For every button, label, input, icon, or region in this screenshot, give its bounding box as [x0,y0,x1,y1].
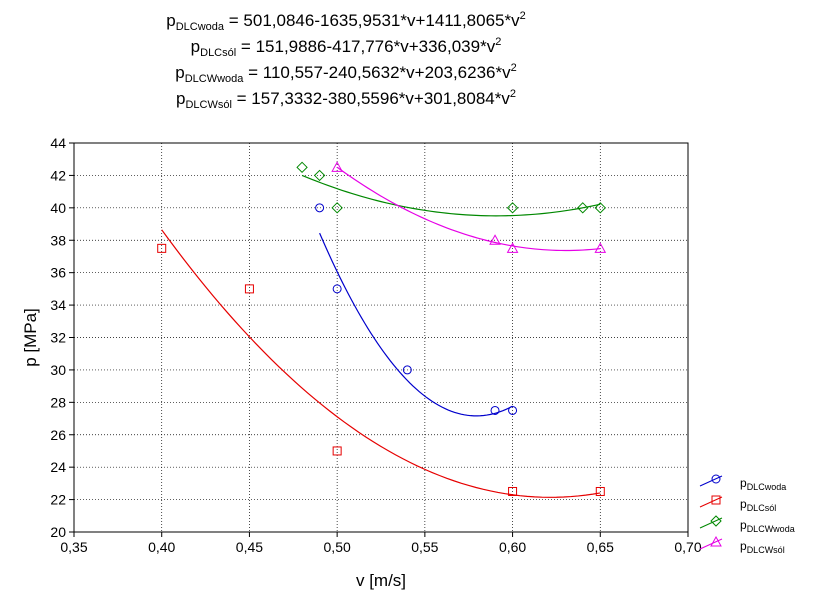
grid [74,143,688,532]
x-tick-label: 0,65 [587,539,614,555]
legend-entry: pDLCsól [699,495,776,513]
data-point-dlcwwoda [331,202,343,214]
legend-label: pDLCwoda [740,476,786,492]
legend-line [699,475,723,487]
x-tick-label: 0,50 [324,539,351,555]
data-point-dlcsól [332,446,342,456]
y-tick-label: 28 [50,394,66,410]
data-point-dlcwsól [489,234,501,245]
data-point-dlcwoda [490,405,500,415]
y-tick-label: 32 [50,330,66,346]
fit-curve-dlcwsól [336,166,601,252]
legend-label: pDLCWwoda [740,518,795,534]
y-tick-label: 42 [50,167,66,183]
data-point-dlcwwoda [506,202,519,214]
data-point-dlcwsól [594,242,607,253]
ticks: 0,35 0,40 0,45 0,50 0,55 0,60 0,65 0,70 20 22 24 26… [50,135,701,555]
legend-entry: pDLCWsól [699,535,785,555]
legend-marker [711,474,721,484]
y-tick-label: 30 [50,362,66,378]
fit-curve-dlcsól [161,229,601,498]
data-point-dlcsól [508,486,518,496]
legend-label: pDLCsól [740,497,776,513]
equation-3: pDLCWwoda = 110,557-240,5632*v+203,6236*… [175,62,516,85]
x-tick-label: 0,45 [236,539,263,555]
y-tick-label: 20 [50,524,66,540]
y-tick-label: 44 [50,135,66,151]
legend-marker [710,535,722,547]
y-tick-label: 34 [50,297,66,313]
x-tick-label: 0,35 [60,539,87,555]
data-point-dlcwwoda [577,202,589,214]
equation-2: pDLCsól = 151,9886-417,776*v+336,039*v2 [191,36,502,59]
legend-line [699,517,723,529]
legend-marker [710,515,722,527]
y-tick-label: 22 [50,492,66,508]
data-point-dlcwoda [508,405,518,415]
equation-4: pDLCWsól = 157,3332-380,5596*v+301,8084*… [176,88,516,111]
y-axis-label: p [MPa] [21,308,40,367]
y-tick-label: 38 [50,232,66,248]
fit-curves [161,166,601,498]
x-tick-label: 0,40 [148,539,175,555]
legend-line [699,496,723,508]
data-point-dlcwwoda [313,169,326,182]
data-point-dlcsól [595,486,605,496]
legend-entry: pDLCwoda [699,474,786,492]
data-point-dlcwoda [315,203,325,213]
x-axis-label: v [m/s] [356,571,406,590]
data-point-dlcwwoda [296,161,308,174]
y-tick-label: 26 [50,427,66,443]
data-point-dlcsól [157,243,167,253]
data-point-dlcwoda [332,284,342,294]
y-tick-label: 24 [50,459,66,475]
data-point-dlcwsól [506,242,519,253]
fit-curve-dlcwoda [319,232,513,417]
data-point-dlcwoda [402,365,412,375]
equations: pDLCwoda = 501,0846-1635,9531*v+1411,806… [166,10,525,111]
data-point-dlcwsól [331,161,343,172]
legend: pDLCwoda pDLCsól pDLCWwoda pDLCWsól [699,474,795,555]
data-point-dlcsól [244,284,254,294]
legend-marker [711,495,721,505]
legend-entry: pDLCWwoda [699,515,795,534]
fit-curve-dlcwwoda [301,174,601,217]
y-tick-label: 36 [50,265,66,281]
legend-line [699,538,723,550]
x-tick-label: 0,60 [499,539,526,555]
x-tick-label: 0,70 [674,539,701,555]
y-tick-label: 40 [50,200,66,216]
equation-1: pDLCwoda = 501,0846-1635,9531*v+1411,806… [166,10,525,33]
x-tick-label: 0,55 [411,539,438,555]
legend-label: pDLCWsól [740,539,785,555]
data-points [157,161,607,496]
data-point-dlcwwoda [594,202,606,214]
